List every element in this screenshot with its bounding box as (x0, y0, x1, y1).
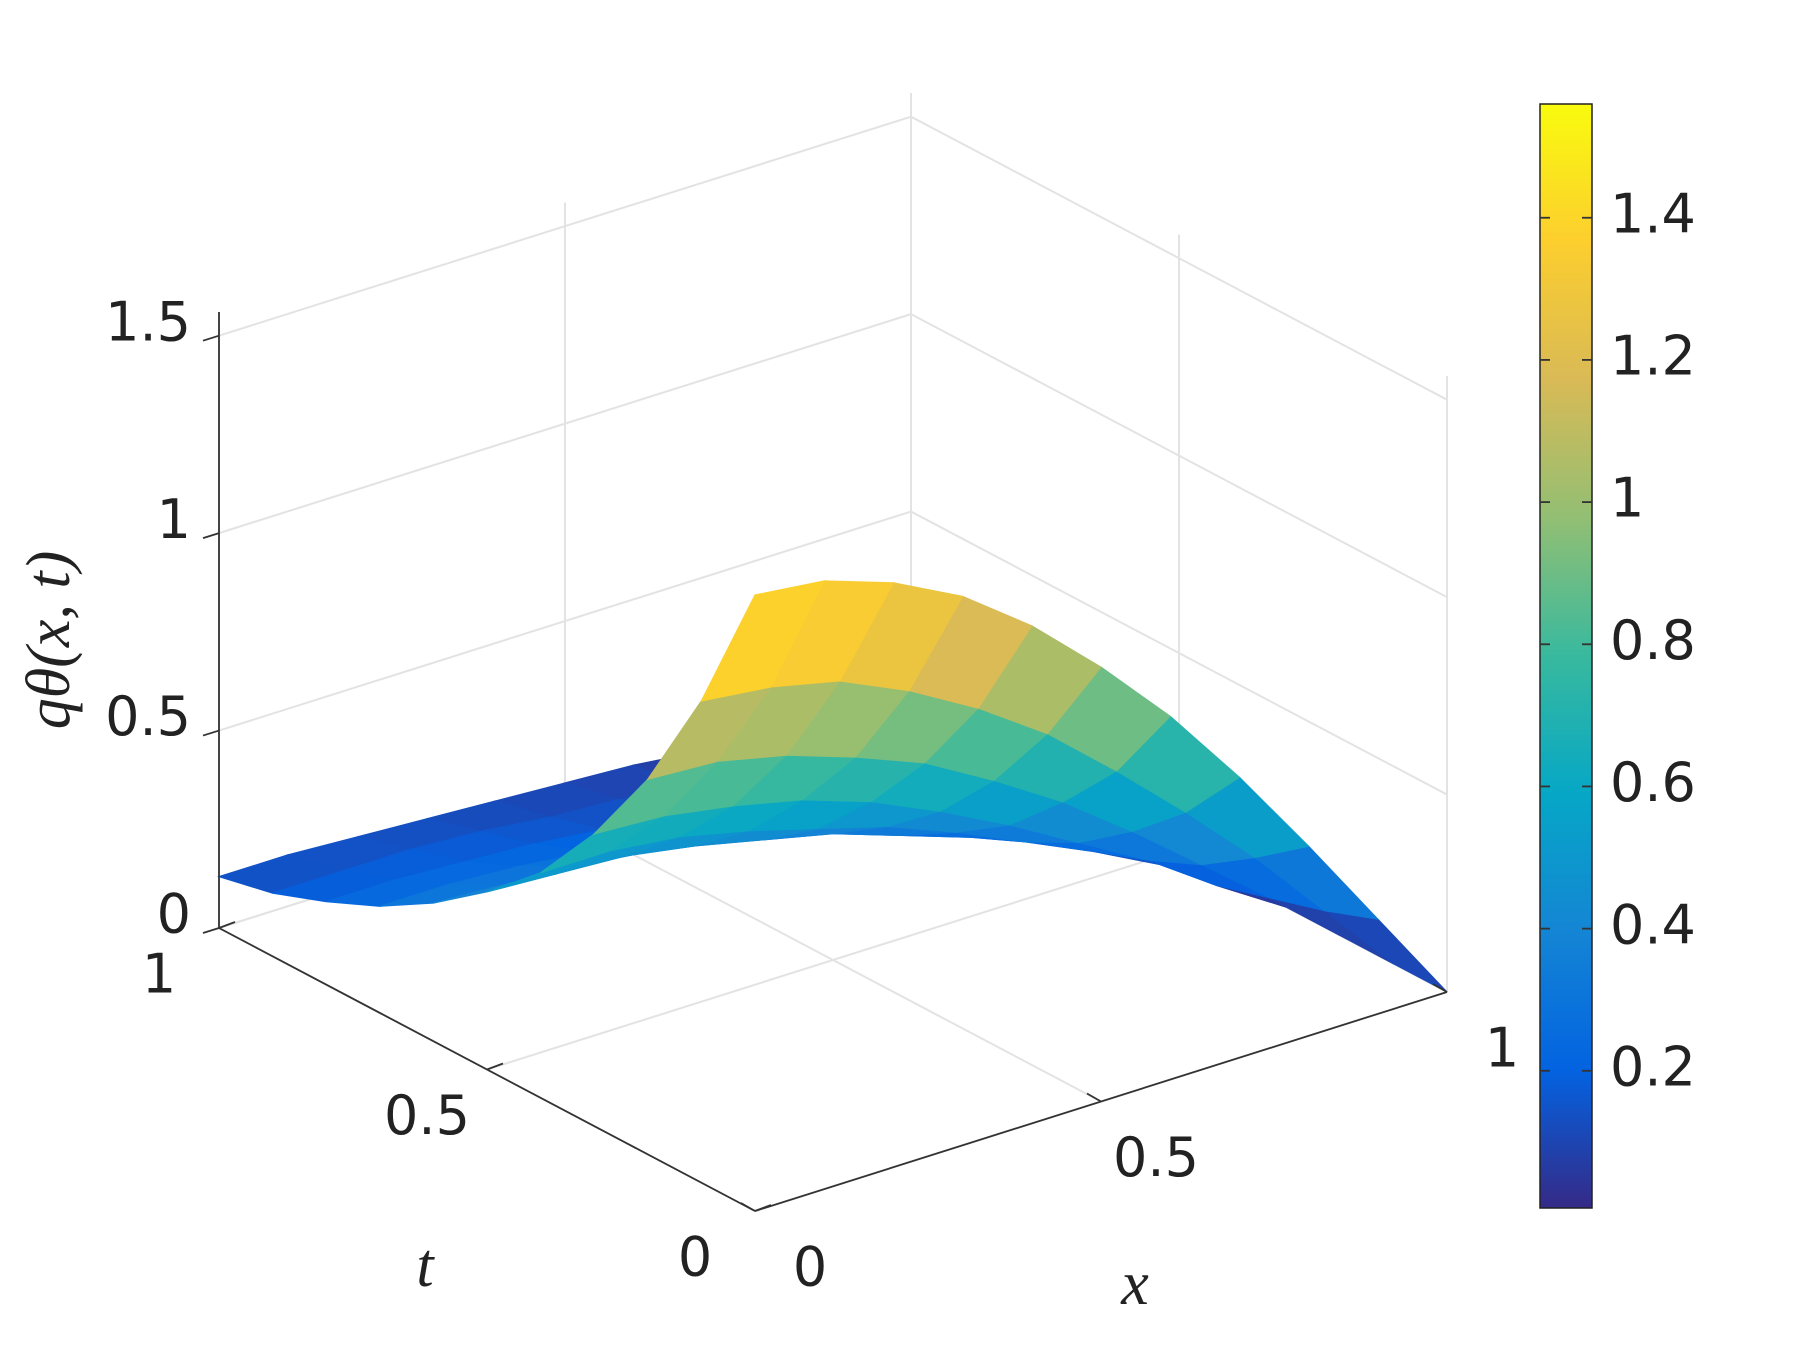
z-axis-label: qθ(x, t) (15, 551, 83, 730)
z-tick-label: 1 (157, 488, 191, 551)
colorbar-tick-label: 0.2 (1610, 1035, 1696, 1098)
z-tick-label: 0 (157, 883, 191, 946)
z-tick-label: 1.5 (105, 290, 191, 353)
x-tick-label: 0 (793, 1236, 827, 1299)
y-tick-label: 0.5 (384, 1084, 470, 1147)
colorbar-tick-label: 0.8 (1610, 609, 1696, 672)
y-tick (486, 1062, 504, 1071)
x-tick-label: 1 (1485, 1017, 1519, 1080)
y-tick-label: 1 (142, 943, 176, 1006)
colorbar-tick-label: 1.2 (1610, 325, 1696, 388)
z-tick (202, 729, 220, 737)
y-tick (754, 1204, 772, 1212)
x-tick (1086, 1092, 1102, 1103)
colorbar-tick-label: 1 (1610, 467, 1644, 530)
z-tick-label: 0.5 (105, 685, 191, 748)
colorbar-tick-label: 0.6 (1610, 751, 1696, 814)
x-tick (740, 1202, 756, 1212)
grid-line (486, 849, 1180, 1071)
colorbar (1539, 103, 1593, 1209)
y-tick (218, 921, 236, 929)
colorbar-tick-label: 1.4 (1610, 182, 1696, 245)
y-tick-label: 0 (678, 1226, 712, 1289)
z-tick (202, 927, 220, 934)
t-axis-label: t (416, 1232, 435, 1300)
surface-cell (1323, 909, 1448, 993)
x-tick-label: 0.5 (1113, 1126, 1199, 1189)
surface (216, 580, 1448, 993)
surface-cell (700, 580, 826, 702)
colorbar-tick-label: 0.4 (1610, 893, 1696, 956)
z-tick (202, 334, 220, 342)
x-axis-label: x (1120, 1250, 1149, 1318)
x-tick (1432, 983, 1448, 993)
z-tick (202, 532, 220, 539)
